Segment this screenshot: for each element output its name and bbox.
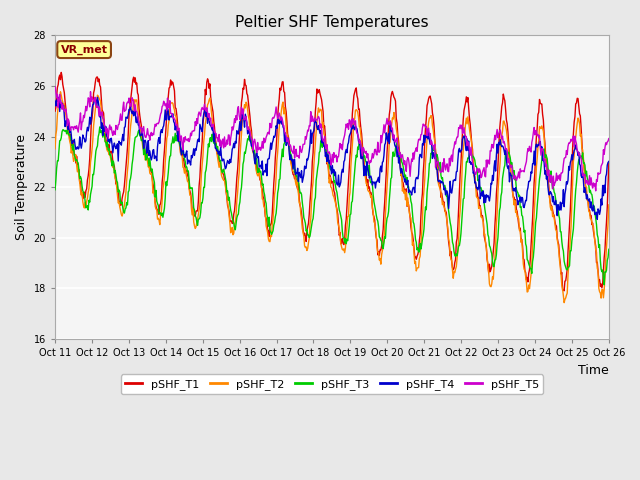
- Title: Peltier SHF Temperatures: Peltier SHF Temperatures: [235, 15, 429, 30]
- Y-axis label: Soil Temperature: Soil Temperature: [15, 134, 28, 240]
- Text: VR_met: VR_met: [61, 45, 108, 55]
- Legend: pSHF_T1, pSHF_T2, pSHF_T3, pSHF_T4, pSHF_T5: pSHF_T1, pSHF_T2, pSHF_T3, pSHF_T4, pSHF…: [121, 374, 543, 394]
- X-axis label: Time: Time: [578, 364, 609, 377]
